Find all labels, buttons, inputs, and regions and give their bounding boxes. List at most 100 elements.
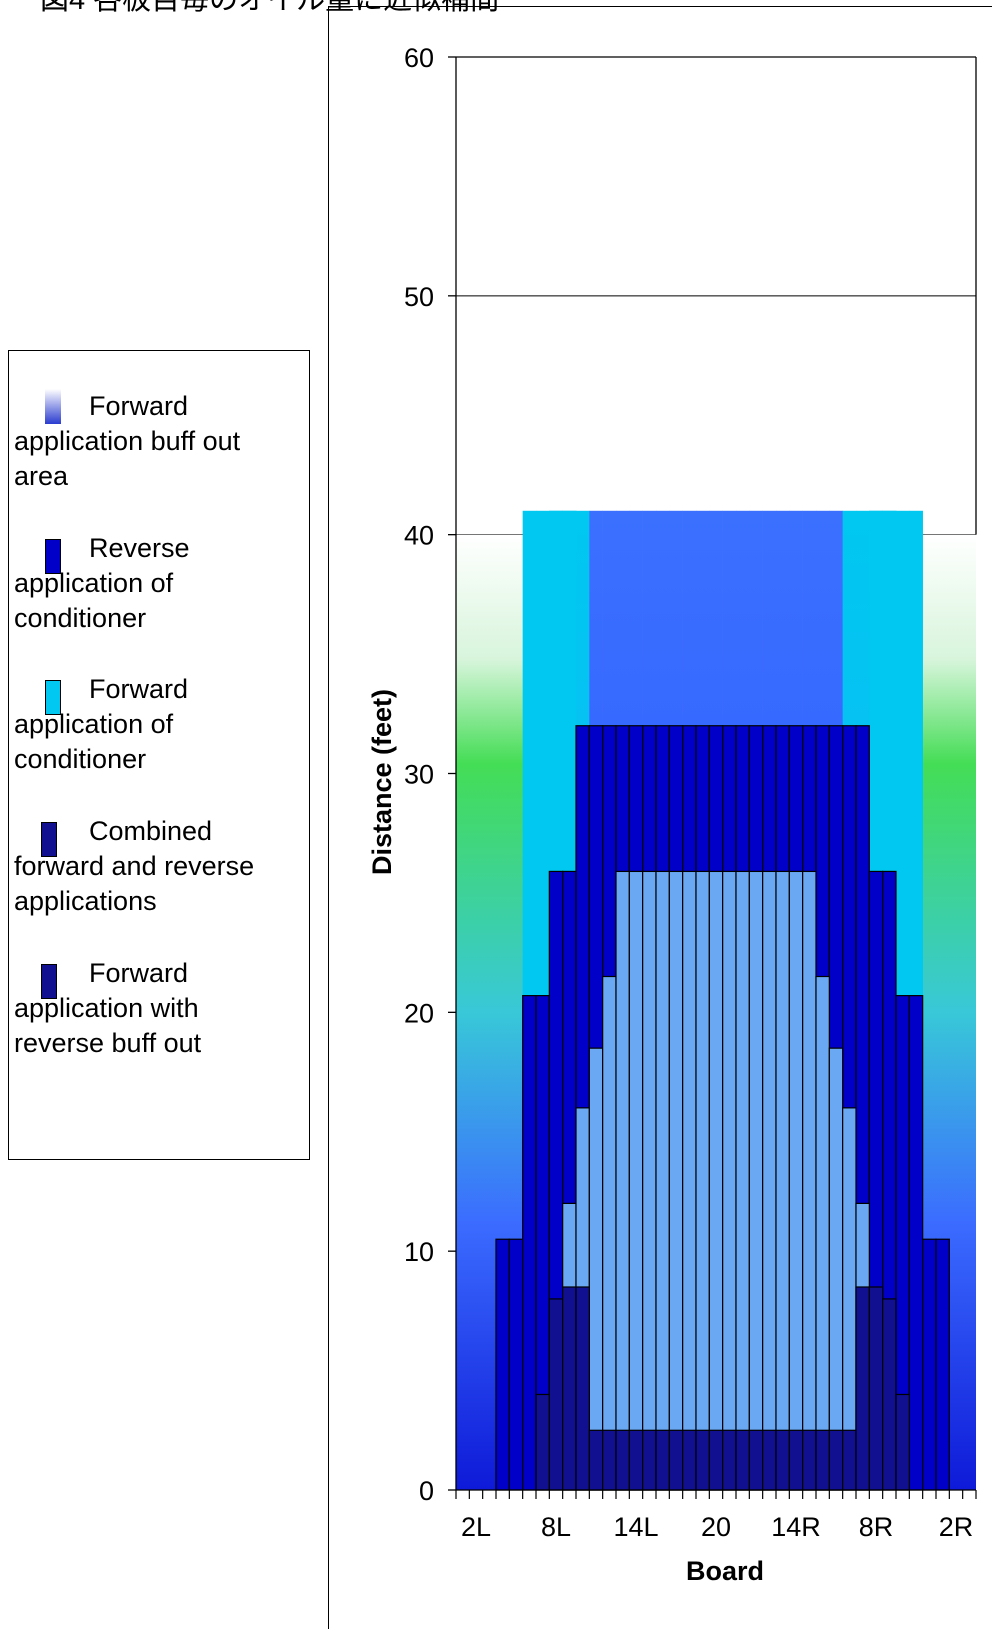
reverse-conditioner-bar (522, 995, 537, 1491)
forward-conditioner-bar (562, 510, 577, 872)
y-tick-label: 50 (404, 282, 434, 312)
forward-reverse-buff-bar (682, 870, 697, 1491)
forward-reverse-buff-bar (708, 870, 724, 1491)
frame-left-border (328, 6, 329, 1629)
combined-bar (588, 1429, 604, 1491)
forward-conditioner-bar (522, 510, 537, 996)
legend-swatch-gradient-icon (45, 389, 61, 424)
legend-swatch-icon (45, 539, 61, 574)
forward-conditioner-bar (896, 510, 910, 996)
legend-item-forward-buff-out: Forward application buff out area (14, 389, 306, 494)
legend-item-label: Forward (89, 958, 189, 988)
combined-bar (682, 1429, 697, 1491)
combined-bar (628, 1429, 644, 1491)
combined-bar (842, 1429, 857, 1491)
chart-legend: Forward application buff out area Revers… (8, 350, 310, 1160)
combined-bar (668, 1429, 684, 1491)
forward-reverse-buff-bar (615, 870, 630, 1491)
x-tick-label: 14R (771, 1512, 821, 1542)
legend-item-label-rest: application of conditioner (14, 568, 174, 633)
combined-bar (708, 1429, 724, 1491)
legend-item-label-rest: application buff out area (14, 426, 241, 491)
y-tick-label: 20 (404, 998, 434, 1028)
y-tick-label: 10 (404, 1237, 434, 1267)
legend-item-label-rest: application of conditioner (14, 709, 174, 774)
forward-reverse-buff-bar (828, 1047, 844, 1491)
forward-reverse-buff-bar (762, 870, 777, 1491)
reverse-conditioner-bar (908, 995, 924, 1491)
forward-reverse-buff-bar (802, 870, 817, 1491)
forward-conditioner-bar (549, 510, 563, 872)
forward-conditioner-bar (882, 510, 897, 872)
x-tick-label: 8L (541, 1512, 571, 1542)
forward-conditioner-bar (869, 510, 883, 872)
reverse-conditioner-bar (495, 1238, 510, 1491)
legend-item-reverse-conditioner: Reverse application of conditioner (14, 531, 306, 636)
legend-item-combined: Combined forward and reverse application… (14, 814, 306, 919)
forward-reverse-buff-bar (788, 870, 804, 1491)
combined-bar (575, 1286, 590, 1491)
frame-top-border (328, 6, 992, 7)
forward-reverse-buff-bar (642, 870, 657, 1491)
combined-bar (602, 1429, 617, 1491)
legend-item-label: Reverse (89, 533, 190, 563)
x-tick-label: 2R (939, 1512, 974, 1542)
x-axis-title: Board (686, 1556, 764, 1586)
combined-bar (762, 1429, 777, 1491)
reverse-conditioner-bar (935, 1238, 950, 1491)
y-axis-title: Distance (feet) (367, 689, 397, 875)
page-title-strip: 図4 各板目毎のオイル量に近似補間 (0, 0, 992, 12)
legend-swatch-icon (41, 822, 57, 857)
forward-reverse-buff-bar (722, 870, 737, 1491)
combined-bar (855, 1286, 870, 1491)
forward-reverse-buff-bar (695, 870, 710, 1491)
y-tick-label: 60 (404, 43, 434, 73)
combined-bar (775, 1429, 790, 1491)
combined-bar (882, 1298, 897, 1491)
x-tick-label: 8R (859, 1512, 894, 1542)
combined-bar (815, 1429, 830, 1491)
combined-bar (748, 1429, 764, 1491)
forward-reverse-buff-bar (735, 870, 750, 1491)
forward-reverse-buff-bar (775, 870, 790, 1491)
combined-bar (828, 1429, 844, 1491)
combined-bar (695, 1429, 710, 1491)
x-tick-label: 20 (701, 1512, 731, 1542)
combined-bar (788, 1429, 804, 1491)
x-tick-label: 14L (613, 1512, 658, 1542)
reverse-conditioner-bar (508, 1238, 524, 1491)
combined-bar (722, 1429, 737, 1491)
legend-swatch-icon (45, 680, 61, 715)
forward-reverse-buff-bar (748, 870, 764, 1491)
legend-item-forward-reverse-buff: Forward application with reverse buff ou… (14, 956, 306, 1061)
combined-bar (802, 1429, 817, 1491)
y-tick-label: 40 (404, 521, 434, 551)
legend-item-label: Forward (89, 674, 189, 704)
legend-item-label: Forward (89, 391, 189, 421)
forward-conditioner-bar (909, 510, 923, 996)
legend-item-label: Combined (89, 816, 213, 846)
combined-bar (562, 1286, 577, 1491)
forward-reverse-buff-bar (602, 975, 617, 1491)
combined-bar (735, 1429, 750, 1491)
forward-reverse-buff-bar (668, 870, 684, 1491)
reverse-conditioner-bar (922, 1238, 937, 1491)
y-tick-label: 0 (419, 1476, 434, 1506)
forward-reverse-buff-bar (588, 1047, 604, 1491)
y-tick-label: 30 (404, 760, 434, 790)
combined-bar (655, 1429, 670, 1491)
forward-reverse-buff-bar (628, 870, 644, 1491)
combined-bar (535, 1393, 550, 1491)
combined-bar (548, 1298, 564, 1491)
legend-swatch-icon (41, 964, 57, 999)
x-tick-label: 2L (461, 1512, 491, 1542)
forward-reverse-buff-bar (815, 975, 830, 1491)
forward-reverse-buff-bar (655, 870, 670, 1491)
combined-bar (642, 1429, 657, 1491)
page-title: 図4 各板目毎のオイル量に近似補間 (40, 0, 499, 12)
combined-bar (895, 1393, 910, 1491)
forward-conditioner-bar (536, 510, 550, 996)
combined-bar (868, 1286, 884, 1491)
legend-item-forward-conditioner: Forward application of conditioner (14, 672, 306, 777)
